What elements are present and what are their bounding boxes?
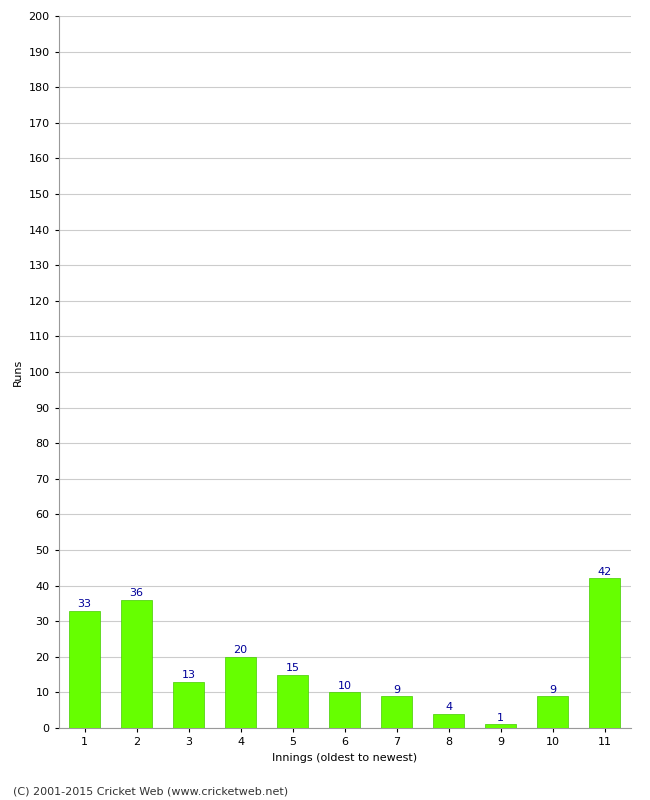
Bar bbox=[225, 657, 256, 728]
Y-axis label: Runs: Runs bbox=[13, 358, 23, 386]
Text: 42: 42 bbox=[597, 567, 612, 577]
Text: 9: 9 bbox=[393, 685, 400, 694]
Bar bbox=[381, 696, 412, 728]
Bar bbox=[329, 693, 360, 728]
Bar bbox=[69, 610, 100, 728]
Bar bbox=[277, 674, 308, 728]
Text: 4: 4 bbox=[445, 702, 452, 712]
Text: 13: 13 bbox=[181, 670, 196, 680]
Text: (C) 2001-2015 Cricket Web (www.cricketweb.net): (C) 2001-2015 Cricket Web (www.cricketwe… bbox=[13, 786, 288, 796]
Text: 9: 9 bbox=[549, 685, 556, 694]
X-axis label: Innings (oldest to newest): Innings (oldest to newest) bbox=[272, 753, 417, 762]
Bar bbox=[485, 725, 516, 728]
Text: 15: 15 bbox=[285, 663, 300, 673]
Text: 33: 33 bbox=[77, 599, 92, 609]
Bar bbox=[433, 714, 464, 728]
Bar bbox=[173, 682, 204, 728]
Text: 20: 20 bbox=[233, 646, 248, 655]
Bar bbox=[537, 696, 568, 728]
Text: 36: 36 bbox=[129, 589, 144, 598]
Text: 1: 1 bbox=[497, 713, 504, 723]
Bar bbox=[589, 578, 620, 728]
Text: 10: 10 bbox=[337, 681, 352, 691]
Bar bbox=[121, 600, 152, 728]
